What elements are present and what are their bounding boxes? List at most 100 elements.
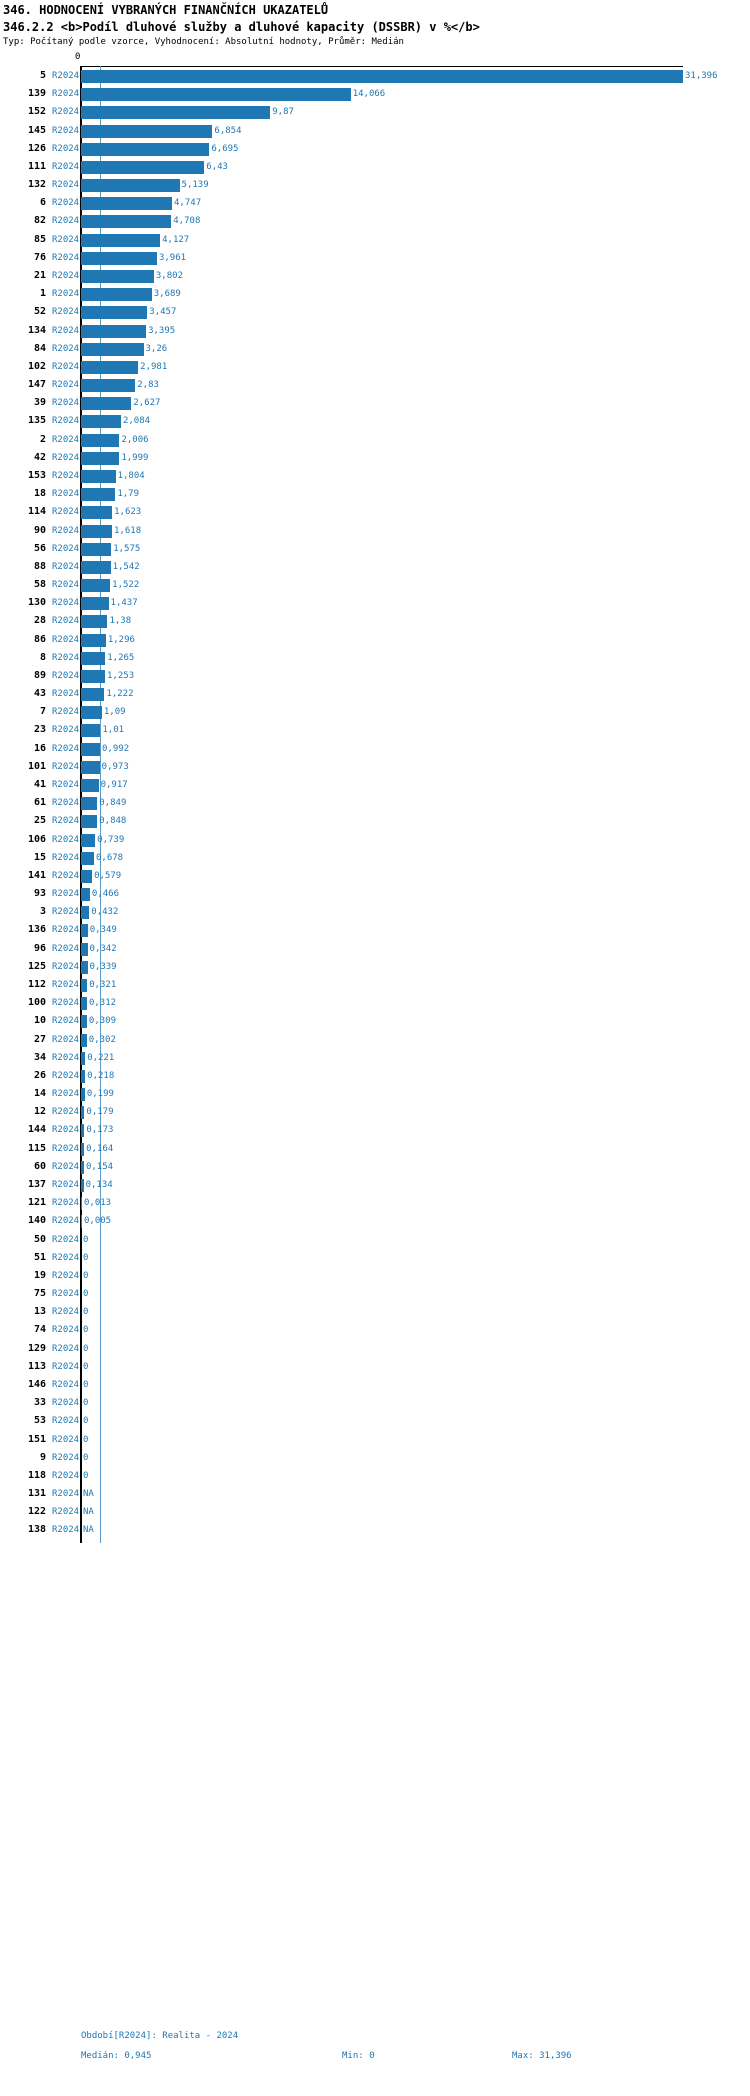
bar-row: 131 R2024 NA <box>0 1485 750 1503</box>
row-id-label: 7 <box>39 706 46 718</box>
bar <box>81 797 98 811</box>
row-id-label: 93 <box>33 888 46 900</box>
chart-title: 346.2.2 <b>Podíl dluhové služby a dluhov… <box>3 20 480 34</box>
row-id-label: 132 <box>27 179 46 191</box>
row-period-label: R2024 <box>52 161 80 172</box>
bar-row: 6 R2024 4,747 <box>0 194 750 212</box>
bar-value-label: 0 <box>83 1307 89 1318</box>
footer-median: Medián: 0,945 <box>81 2051 152 2061</box>
bar-value-label: 5,139 <box>181 180 209 191</box>
bar-value-label: 4,708 <box>173 216 201 227</box>
bar <box>81 342 144 356</box>
row-period-label: R2024 <box>52 580 80 591</box>
bar-value-label: 0,349 <box>89 925 117 936</box>
bar <box>81 360 139 374</box>
bar <box>81 688 105 702</box>
bar-value-label: 2,084 <box>122 416 151 427</box>
bar <box>81 615 108 629</box>
bar-value-label: 1,618 <box>114 525 142 536</box>
bar-row: 34 R2024 0,221 <box>0 1049 750 1067</box>
bar-row: 41 R2024 0,917 <box>0 776 750 794</box>
row-id-label: 33 <box>33 1397 46 1409</box>
bar-row: 39 R2024 2,627 <box>0 394 750 412</box>
bar-row: 90 R2024 1,618 <box>0 522 750 540</box>
bar-row: 106 R2024 0,739 <box>0 831 750 849</box>
bar <box>81 633 106 647</box>
row-id-label: 84 <box>33 342 46 354</box>
bar-row: 82 R2024 4,708 <box>0 212 750 230</box>
bar-value-label: 0,312 <box>88 998 117 1009</box>
row-id-label: 112 <box>27 979 46 990</box>
bar-row: 9 R2024 0 <box>0 1449 750 1467</box>
bar-value-label: 4,127 <box>162 234 190 245</box>
row-period-label: R2024 <box>52 343 80 354</box>
row-id-label: 114 <box>27 506 46 518</box>
row-period-label: R2024 <box>52 943 80 954</box>
row-period-label: R2024 <box>52 634 80 645</box>
bar-row: 50 R2024 0 <box>0 1231 750 1249</box>
bar <box>81 942 88 956</box>
bar-row: 140 R2024 0,005 <box>0 1212 750 1230</box>
row-id-label: 139 <box>27 88 46 100</box>
bar <box>81 651 106 665</box>
row-id-label: 136 <box>27 924 46 936</box>
row-period-label: R2024 <box>52 525 80 536</box>
bar-value-label: 2,83 <box>137 380 159 391</box>
row-id-label: 115 <box>27 1142 46 1154</box>
bar-value-label: 1,623 <box>114 507 142 518</box>
bar-row: 130 R2024 1,437 <box>0 594 750 612</box>
bar-value-label: 0,179 <box>86 1107 114 1118</box>
row-period-label: R2024 <box>52 1398 80 1409</box>
bar <box>81 669 106 683</box>
row-id-label: 131 <box>27 1488 46 1500</box>
bar <box>81 742 101 756</box>
bar-row: 138 R2024 NA <box>0 1521 750 1539</box>
row-id-label: 26 <box>33 1069 46 1081</box>
row-id-label: 74 <box>33 1324 46 1336</box>
bar-row: 135 R2024 2,084 <box>0 412 750 430</box>
row-period-label: R2024 <box>52 89 80 100</box>
row-period-label: R2024 <box>52 307 80 318</box>
bar-value-label: 0 <box>83 1398 89 1409</box>
bar-row: 25 R2024 0,848 <box>0 812 750 830</box>
row-period-label: R2024 <box>52 925 80 936</box>
bar <box>81 924 88 938</box>
row-id-label: 23 <box>33 724 46 736</box>
row-period-label: R2024 <box>52 252 80 263</box>
row-id-label: 138 <box>27 1524 46 1536</box>
bar-row: 13 R2024 0 <box>0 1303 750 1321</box>
bar-row: 43 R2024 1,222 <box>0 685 750 703</box>
bar <box>81 851 94 865</box>
bar-row: 16 R2024 0,992 <box>0 740 750 758</box>
footer-max: Max: 31,396 <box>512 2051 572 2061</box>
bar-value-label: 0,321 <box>89 980 117 990</box>
row-id-label: 134 <box>27 324 46 336</box>
row-id-label: 141 <box>27 869 46 881</box>
row-id-label: 8 <box>39 651 46 663</box>
row-period-label: R2024 <box>52 1179 80 1190</box>
bar-row: 122 R2024 NA <box>0 1503 750 1521</box>
row-period-label: R2024 <box>52 1525 80 1536</box>
chart-subtitle: Typ: Počítaný podle vzorce, Vyhodnocení:… <box>3 37 404 47</box>
row-id-label: 14 <box>33 1088 46 1100</box>
bar <box>81 760 100 774</box>
row-period-label: R2024 <box>52 652 80 663</box>
bar <box>81 579 111 593</box>
row-id-label: 60 <box>33 1160 46 1172</box>
row-period-label: R2024 <box>52 1270 80 1281</box>
bar-row: 86 R2024 1,296 <box>0 631 750 649</box>
row-period-label: R2024 <box>52 707 80 718</box>
row-period-label: R2024 <box>52 1343 80 1354</box>
row-period-label: R2024 <box>52 689 80 700</box>
bar <box>81 1215 82 1229</box>
row-period-label: R2024 <box>52 1161 80 1172</box>
bar-row: 76 R2024 3,961 <box>0 249 750 267</box>
bar-row: 112 R2024 0,321 <box>0 976 750 994</box>
row-period-label: R2024 <box>52 289 80 300</box>
bar-value-label: 3,802 <box>155 270 183 281</box>
bar-row: 111 R2024 6,43 <box>0 158 750 176</box>
bar-row: 85 R2024 4,127 <box>0 231 750 249</box>
bar-value-label: 0 <box>83 1416 89 1427</box>
bar-value-label: 1,253 <box>107 670 135 681</box>
